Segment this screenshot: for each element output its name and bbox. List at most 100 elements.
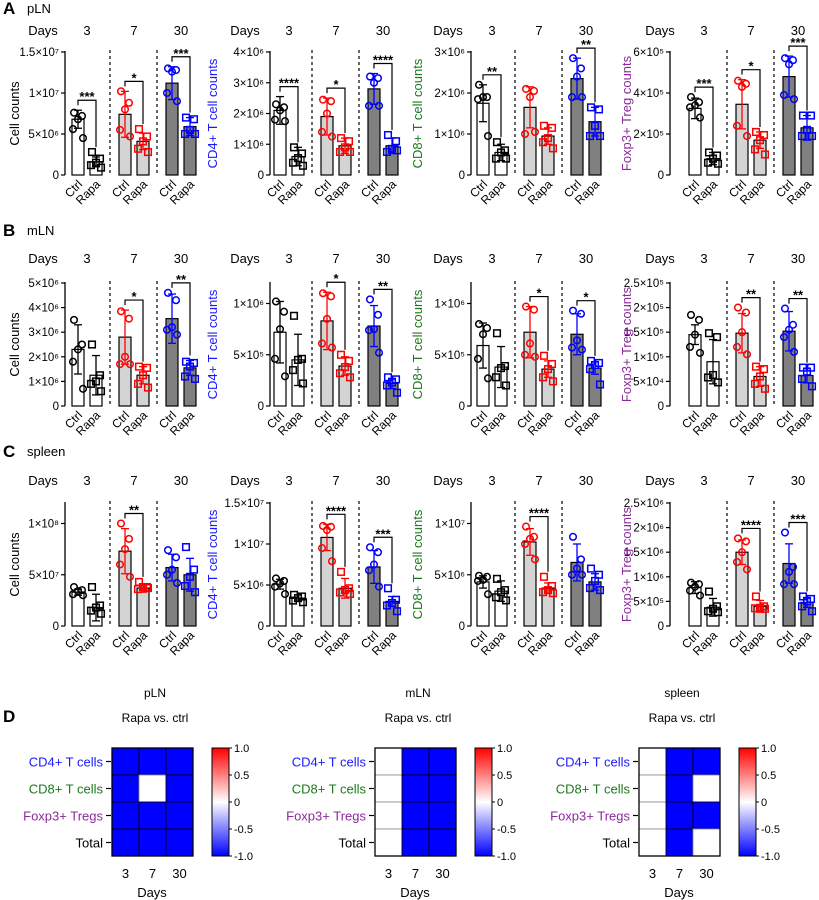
days-header: Days (28, 23, 58, 38)
day-label: 7 (747, 251, 754, 266)
significance-stars: * (131, 70, 137, 85)
heatmap-cell (401, 747, 430, 776)
data-point-square (802, 597, 812, 606)
section-letter: C (3, 442, 15, 461)
data-point-square (755, 603, 765, 612)
day-label: 3 (488, 23, 495, 38)
data-point-square (335, 369, 345, 378)
data-point-square (185, 125, 195, 134)
data-point-circle (116, 307, 126, 316)
data-point-circle (77, 586, 87, 595)
colorbar-tick-label: 1.0 (234, 743, 249, 755)
y-tick-label: 3×10⁶ (434, 47, 465, 59)
data-point-circle (567, 570, 577, 579)
significance-stars: ** (581, 37, 592, 52)
day-label: 7 (130, 23, 137, 38)
data-point-square (293, 594, 303, 603)
data-point-square (712, 333, 722, 342)
data-point-circle (784, 325, 794, 334)
bar-panel-A-2: 0 1×10⁶ 2×10⁶ 3×10⁶ 4×10⁶ CD4+ T cell counts D… (205, 23, 402, 207)
data-point-circle (741, 537, 751, 546)
data-point-square (496, 588, 506, 597)
y-tick-label: 2×10⁶ (233, 109, 264, 121)
data-point-square (807, 382, 817, 391)
data-point-circle (733, 534, 743, 543)
data-point-square (751, 592, 761, 601)
y-tick-label: 5×10⁶ (28, 129, 59, 141)
data-point-circle (572, 564, 582, 573)
colorbar-tick-label: -0.5 (761, 824, 780, 836)
data-point-circle (780, 528, 790, 537)
data-point-circle (568, 54, 578, 63)
data-point-circle (686, 93, 696, 102)
data-point-square (392, 607, 402, 616)
heatmap-cell (165, 774, 194, 803)
y-tick-label: 5×10⁷ (29, 570, 59, 582)
data-point-circle (572, 72, 582, 81)
heatmap-cell (111, 801, 140, 830)
significance-stars: ** (746, 287, 757, 302)
data-point-square (345, 373, 355, 382)
data-point-circle (478, 575, 488, 584)
data-point-square (134, 125, 144, 134)
data-point-circle (685, 103, 695, 112)
day-label: 7 (535, 473, 542, 488)
data-point-circle (120, 352, 130, 361)
data-point-circle (317, 339, 327, 348)
data-point-circle (478, 330, 488, 339)
data-point-square (590, 121, 600, 130)
heatmap-cell (692, 774, 721, 803)
data-point-circle (270, 582, 280, 591)
data-point-circle (529, 532, 539, 541)
heatmap-title: spleen (664, 686, 699, 700)
data-point-square (759, 365, 769, 374)
data-point-square (538, 588, 548, 597)
data-point-circle (473, 576, 483, 585)
data-point-square (797, 602, 807, 611)
y-tick-label: 1.5×10⁷ (224, 498, 264, 510)
heatmap-row-label: Foxp3+ Tregs (23, 809, 103, 824)
data-point-square (798, 111, 808, 120)
y-tick-label: 1×10⁶ (28, 376, 59, 388)
heatmap-cell (428, 828, 457, 857)
data-point-square (392, 388, 402, 397)
data-point-circle (364, 101, 374, 110)
data-point-circle (327, 557, 337, 566)
significance-bracket (373, 536, 393, 584)
data-point-square (86, 606, 96, 615)
bar-day3-rapa (291, 597, 305, 627)
heatmap-x-axis-label: Days (137, 885, 167, 900)
heatmap-cell (638, 801, 667, 830)
data-point-circle (124, 534, 134, 543)
data-point-circle (530, 127, 540, 136)
y-axis-label: Foxp3+ Treg counts (619, 506, 634, 622)
significance-bracket (741, 297, 761, 362)
colorbar-tick-label: -0.5 (497, 824, 516, 836)
data-point-circle (271, 100, 281, 109)
data-point-circle (364, 566, 374, 575)
data-point-circle (685, 586, 695, 595)
y-tick-label: 0 (53, 170, 59, 182)
data-point-circle (369, 325, 379, 334)
data-point-circle (483, 132, 493, 141)
data-point-square (802, 367, 812, 376)
data-point-square (585, 365, 595, 374)
heatmap-cell (374, 828, 403, 857)
data-point-circle (521, 522, 531, 531)
data-point-square (134, 362, 144, 371)
data-point-square (293, 154, 303, 163)
data-point-circle (73, 345, 83, 354)
data-point-square (713, 608, 723, 617)
section-tissue-label: spleen (27, 444, 65, 459)
data-point-square (760, 384, 770, 393)
data-point-circle (326, 292, 336, 301)
data-point-square (492, 329, 502, 338)
data-point-circle (171, 296, 181, 305)
data-point-square (87, 147, 97, 157)
heatmap-cell (165, 828, 194, 857)
heatmap-cell (165, 801, 194, 830)
data-point-circle (116, 87, 126, 96)
data-point-circle (280, 117, 290, 126)
